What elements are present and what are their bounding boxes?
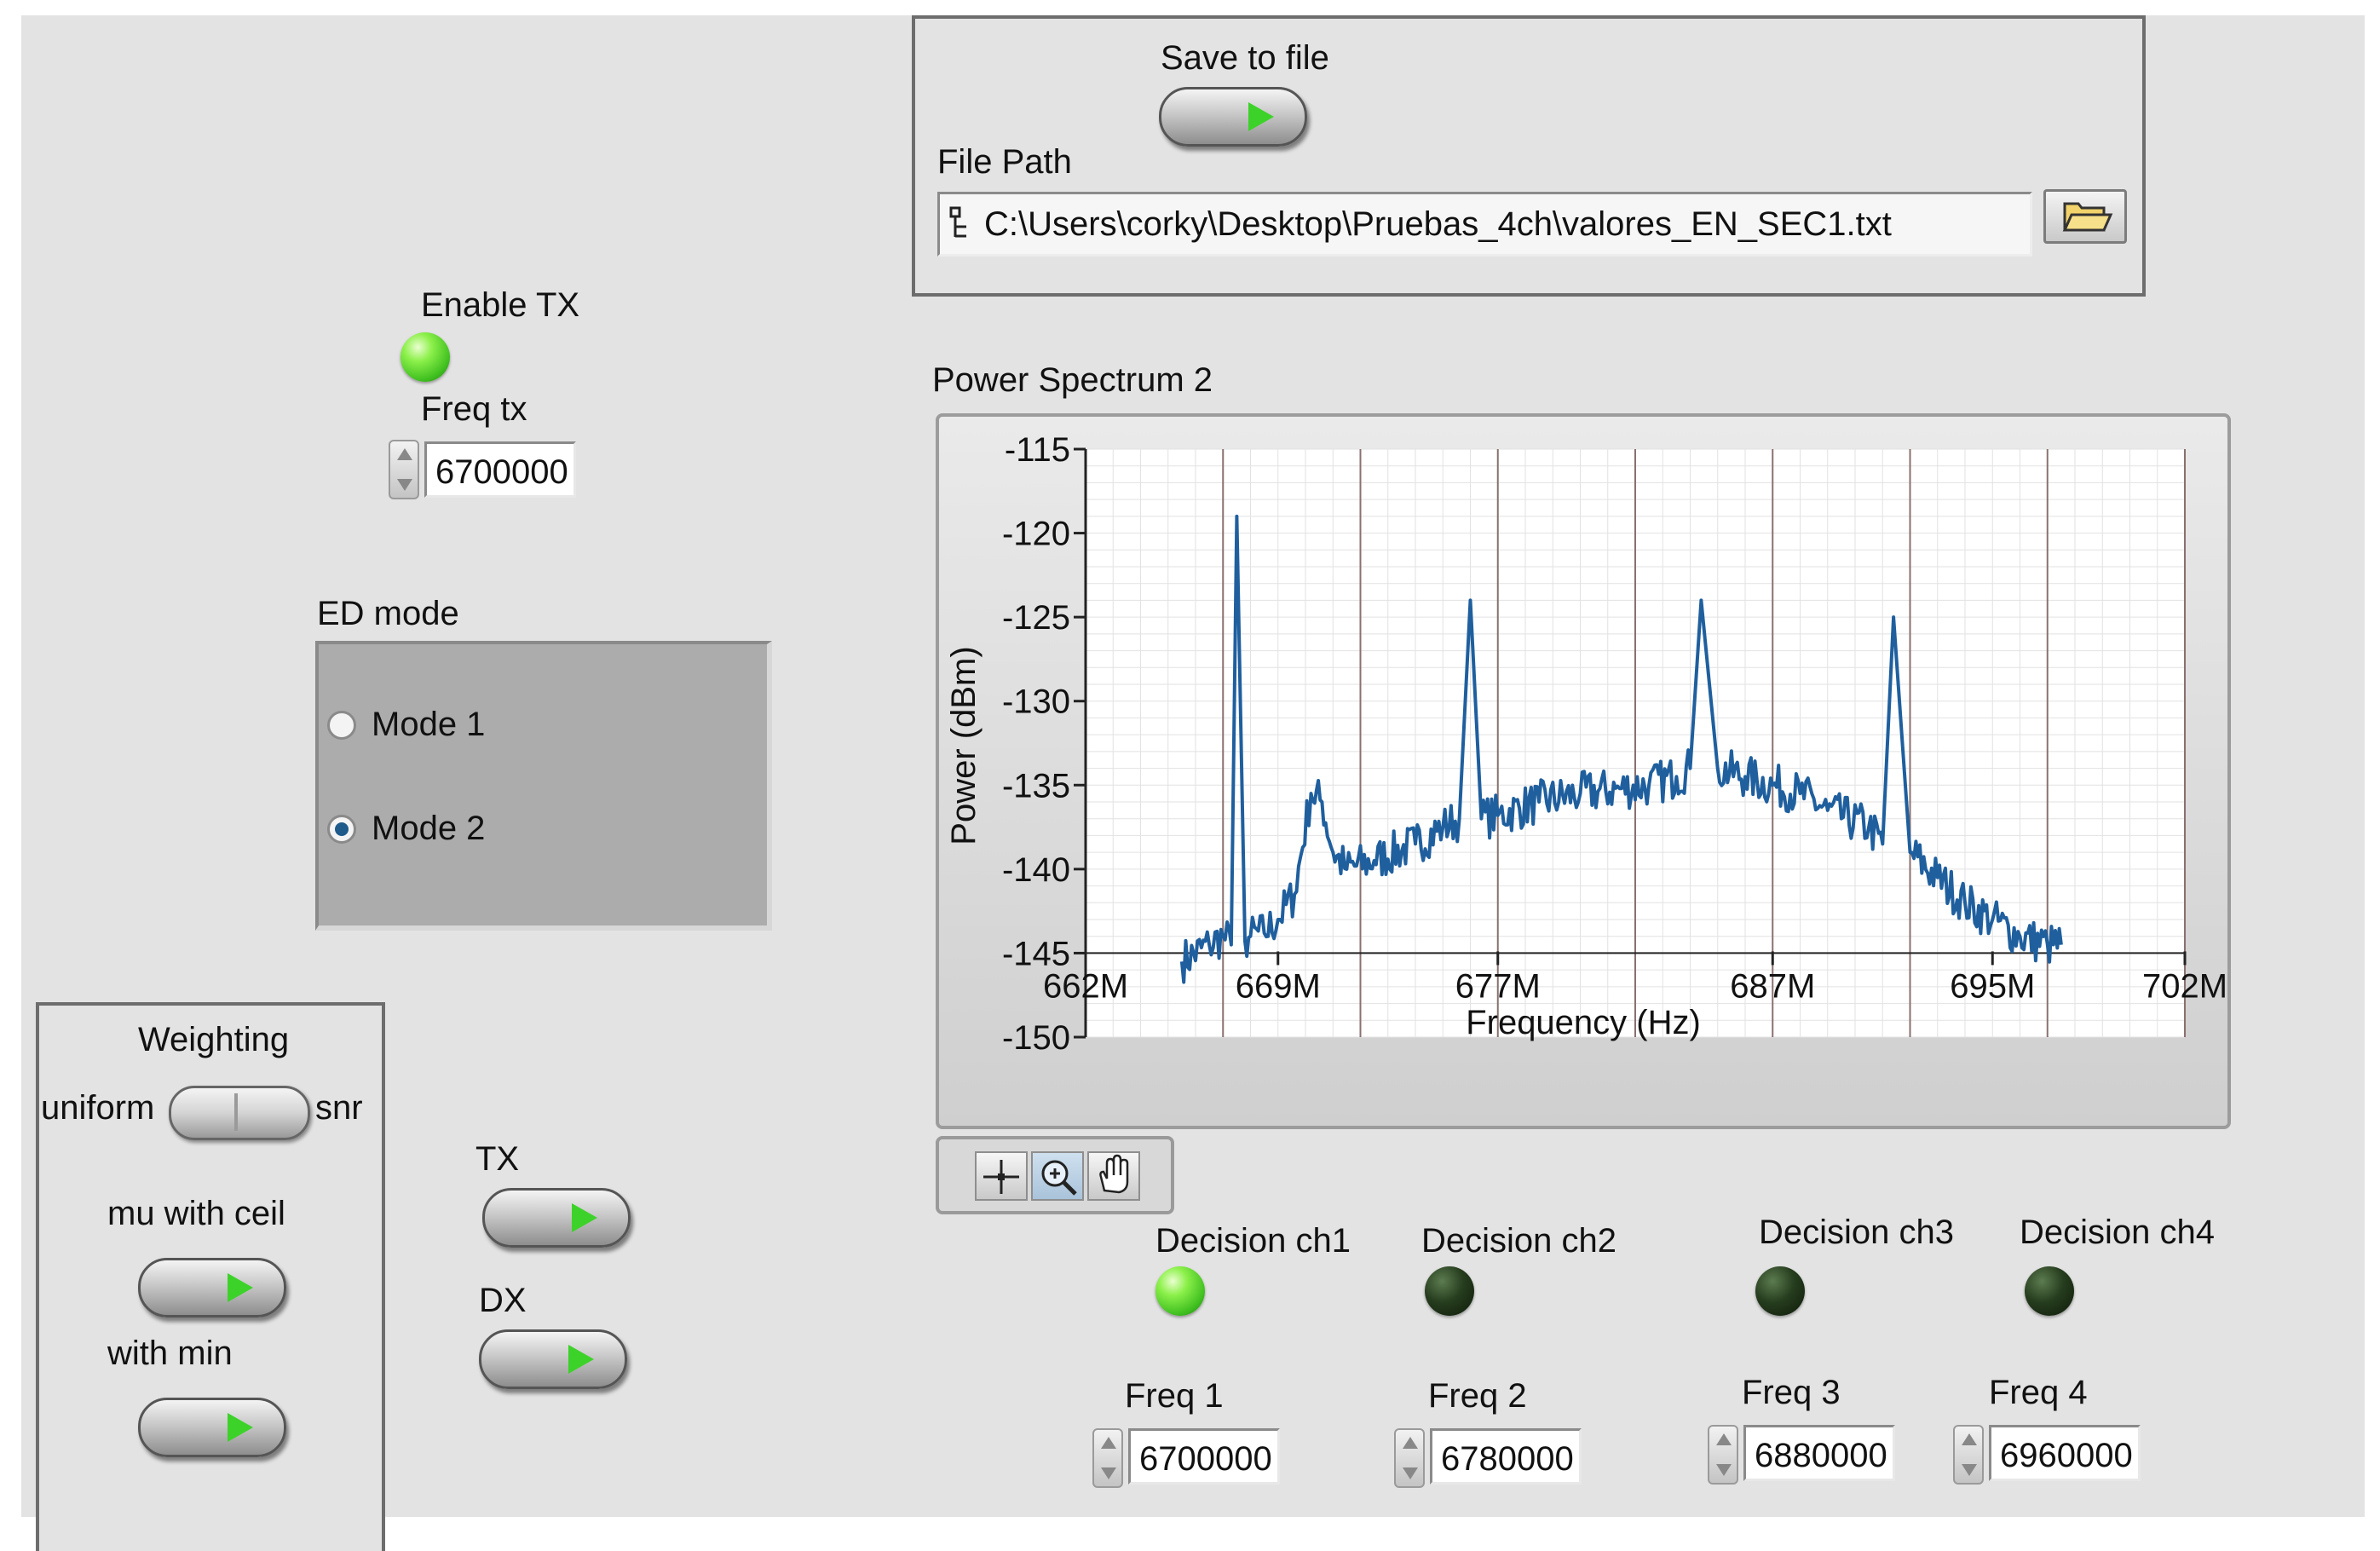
file-path-field[interactable]: C:\Users\corky\Desktop\Pruebas_4ch\valor… (937, 192, 2032, 257)
weighting-label: Weighting (138, 1021, 290, 1058)
decision-ch2-label: Decision ch2 (1421, 1222, 1617, 1260)
play-icon (228, 1413, 253, 1442)
x-tick-label: 702M (2142, 967, 2227, 1005)
freq-tx-spinner[interactable] (389, 440, 419, 499)
dx-button[interactable] (479, 1329, 627, 1389)
play-icon (1248, 102, 1274, 131)
save-to-file-button[interactable] (1159, 87, 1307, 147)
freq-1-spinner[interactable] (1092, 1428, 1123, 1488)
play-icon (568, 1345, 594, 1374)
freq-tx-label: Freq tx (421, 390, 527, 428)
cursor-crosshair-icon[interactable] (975, 1151, 1028, 1201)
snr-label: snr (315, 1089, 363, 1127)
x-tick-label: 687M (1730, 967, 1815, 1005)
y-tick-label: -120 (1002, 516, 1070, 553)
mode-1-label[interactable]: Mode 1 (372, 706, 486, 743)
play-icon (572, 1203, 597, 1232)
y-tick-label: -125 (1002, 599, 1070, 637)
decision-ch1-label: Decision ch1 (1155, 1222, 1351, 1260)
play-icon (228, 1273, 253, 1302)
freq-4-spinner[interactable] (1953, 1425, 1984, 1485)
decision-ch4-label: Decision ch4 (2020, 1214, 2216, 1251)
dx-label: DX (479, 1282, 527, 1319)
x-tick-label: 677M (1455, 967, 1541, 1005)
graph-palette (936, 1136, 1174, 1214)
y-axis-label: Power (dBm) (945, 646, 983, 845)
chart-title: Power Spectrum 2 (932, 361, 1213, 399)
x-tick-label: 662M (1043, 967, 1128, 1005)
freq-3-spinner[interactable] (1708, 1425, 1738, 1485)
x-tick-label: 695M (1950, 967, 2035, 1005)
with-min-label: with min (107, 1335, 233, 1372)
with-min-button[interactable] (138, 1398, 286, 1457)
x-axis-label: Frequency (Hz) (1466, 1004, 1701, 1041)
mode-2-radio[interactable] (327, 815, 356, 844)
mu-with-ceil-button[interactable] (138, 1258, 286, 1317)
series-line (1179, 514, 2063, 984)
y-tick-label: -130 (1002, 683, 1070, 721)
mu-with-ceil-label: mu with ceil (107, 1195, 285, 1232)
pan-hand-icon[interactable] (1087, 1151, 1140, 1201)
y-axis: -115 -120 -125 -130 -135 -140 -145 -150 (1002, 431, 1087, 1057)
decision-ch3-led (1755, 1266, 1805, 1316)
weighting-toggle[interactable] (169, 1086, 310, 1140)
tx-button[interactable] (482, 1188, 631, 1248)
enable-tx-led[interactable] (401, 332, 450, 382)
freq-3-input[interactable]: 6880000 (1743, 1425, 1895, 1481)
enable-tx-label: Enable TX (421, 286, 580, 324)
y-tick-label: -150 (1002, 1019, 1070, 1057)
save-to-file-label: Save to file (1161, 39, 1329, 77)
decision-ch4-led (2025, 1266, 2074, 1316)
decision-ch2-led (1425, 1266, 1474, 1316)
freq-1-input[interactable]: 6700000 (1128, 1428, 1280, 1485)
decision-ch3-label: Decision ch3 (1759, 1214, 1955, 1251)
ed-mode-label: ED mode (317, 595, 459, 632)
ed-mode-radio-group (315, 641, 772, 931)
browse-button[interactable] (2043, 189, 2127, 244)
y-tick-label: -135 (1002, 767, 1070, 804)
decision-ch1-led (1155, 1266, 1205, 1316)
freq-3-label: Freq 3 (1742, 1374, 1841, 1411)
freq-2-label: Freq 2 (1428, 1377, 1527, 1415)
x-tick-label: 669M (1236, 967, 1321, 1005)
freq-4-input[interactable]: 6960000 (1989, 1425, 2141, 1481)
mode-1-radio[interactable] (327, 711, 356, 740)
y-tick-label: -140 (1002, 851, 1070, 889)
zoom-icon[interactable] (1031, 1151, 1084, 1201)
folder-open-icon (2062, 202, 2113, 232)
freq-1-label: Freq 1 (1125, 1377, 1224, 1415)
freq-2-spinner[interactable] (1394, 1428, 1425, 1488)
tx-label: TX (475, 1140, 520, 1178)
y-tick-label: -115 (1005, 431, 1070, 469)
y-tick-label: -145 (1002, 935, 1070, 972)
path-options-icon[interactable] (948, 205, 970, 240)
file-path-label: File Path (937, 143, 1072, 181)
freq-2-input[interactable]: 6780000 (1430, 1428, 1582, 1485)
freq-tx-input[interactable]: 6700000 (424, 441, 576, 498)
freq-4-label: Freq 4 (1989, 1374, 2088, 1411)
uniform-label: uniform (41, 1089, 155, 1127)
power-spectrum-plot[interactable]: -115 -120 -125 -130 -135 -140 -145 -150 662M 669… (936, 413, 2231, 1129)
mode-2-label[interactable]: Mode 2 (372, 810, 486, 847)
x-axis: 662M 669M 677M 687M 695M 702M (1043, 951, 2227, 1005)
file-path-value: C:\Users\corky\Desktop\Pruebas_4ch\valor… (984, 205, 1892, 243)
